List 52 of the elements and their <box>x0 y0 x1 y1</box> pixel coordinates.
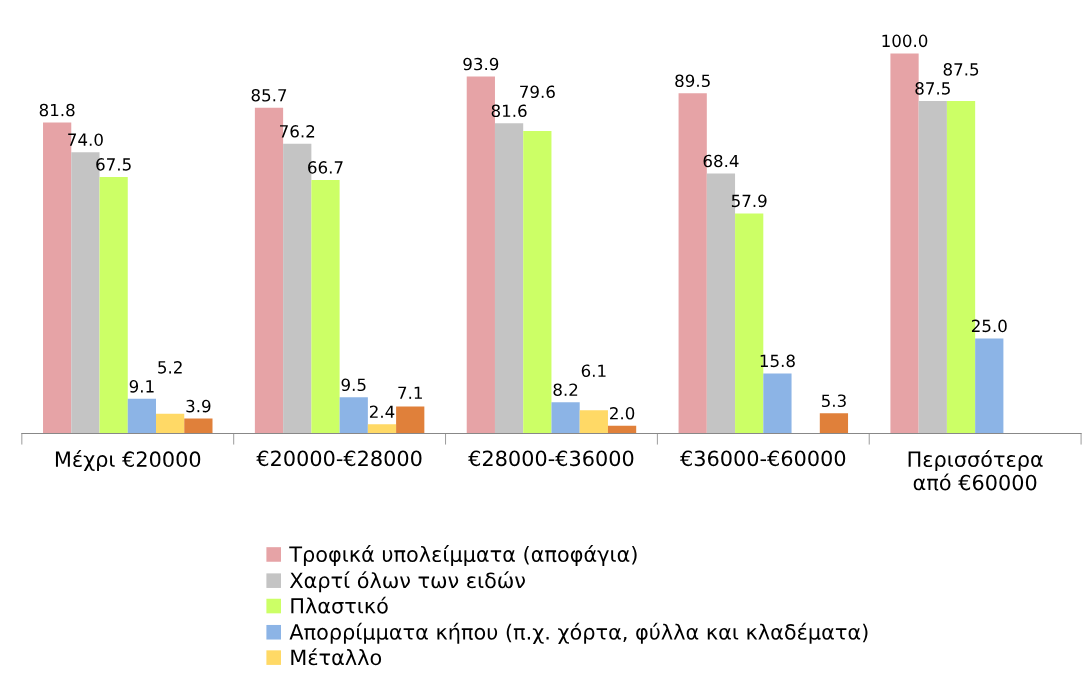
bar <box>918 100 947 434</box>
data-label: 76.2 <box>280 125 315 138</box>
data-label: 9.5 <box>341 378 366 392</box>
data-label: 85.7 <box>251 88 287 102</box>
bar <box>975 338 1004 434</box>
data-label: 2.4 <box>369 405 395 418</box>
data-label: 5.2 <box>158 361 182 374</box>
data-label: 5.3 <box>821 394 846 408</box>
x-tick-label: €28000-€36000 <box>468 450 634 467</box>
data-label: 79.6 <box>520 85 555 99</box>
data-label: 87.5 <box>915 82 950 95</box>
bar <box>127 398 157 434</box>
data-label: 57.9 <box>731 194 767 208</box>
bar <box>579 410 608 434</box>
data-label: 3.9 <box>186 399 211 413</box>
bar <box>551 402 580 434</box>
data-label: 67.5 <box>96 158 131 171</box>
x-tick-label: Μέχρι €20000 <box>55 450 201 472</box>
bar <box>819 413 849 434</box>
data-label: 6.1 <box>581 364 606 378</box>
data-label: 7.1 <box>398 386 422 399</box>
bar <box>494 123 524 434</box>
data-label: 100.0 <box>882 34 928 48</box>
data-label: 89.5 <box>675 74 710 88</box>
legend-label: Πλαστικό <box>291 596 388 614</box>
bar <box>607 425 637 434</box>
bar <box>523 130 552 434</box>
legend-label: Χαρτί όλων των ειδών <box>289 571 525 593</box>
bar <box>367 424 397 434</box>
bar <box>339 397 368 434</box>
data-label: 2.0 <box>610 407 635 420</box>
data-label: 81.6 <box>491 104 527 118</box>
data-label: 9.1 <box>129 380 154 393</box>
data-label: 66.7 <box>308 161 343 174</box>
bar <box>156 413 185 434</box>
bar <box>396 406 425 434</box>
data-label: 93.9 <box>463 57 499 71</box>
x-tick-label: €36000-€60000 <box>680 450 846 467</box>
data-label: 81.8 <box>39 103 75 117</box>
legend-label: Μέταλλο <box>291 648 382 666</box>
bar <box>763 373 792 434</box>
data-label: 68.4 <box>703 154 739 168</box>
bar <box>184 418 213 434</box>
data-label: 87.5 <box>943 63 979 76</box>
x-tick-label: Περισσότερα από €60000 <box>908 450 1043 491</box>
bar <box>311 179 340 434</box>
data-label: 8.2 <box>553 383 578 397</box>
x-tick-label: €20000-€28000 <box>256 450 422 467</box>
bar <box>99 176 128 434</box>
legend-label: Τροφικά υπολείμματα (αποφάγια) <box>289 545 637 567</box>
legend-label: Απορρίμματα κήπου (π.χ. χόρτα, φύλλα και κλαδέματα) <box>289 622 868 644</box>
data-label: 74.0 <box>68 133 103 146</box>
